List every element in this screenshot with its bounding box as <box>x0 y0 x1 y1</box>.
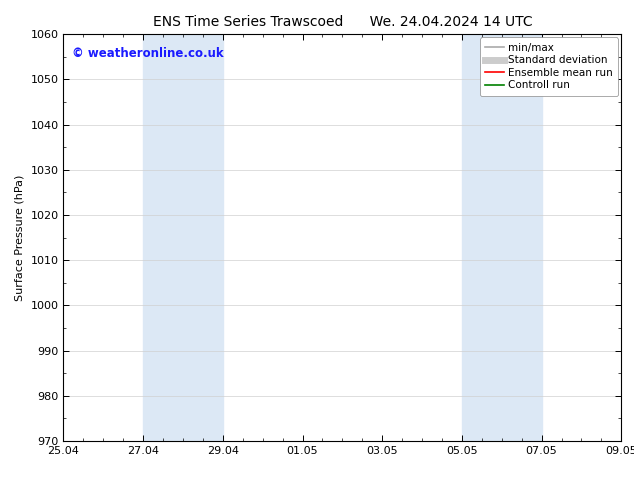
Text: © weatheronline.co.uk: © weatheronline.co.uk <box>72 47 223 59</box>
Title: ENS Time Series Trawscoed      We. 24.04.2024 14 UTC: ENS Time Series Trawscoed We. 24.04.2024… <box>153 15 532 29</box>
Bar <box>462 34 541 441</box>
Bar <box>143 34 223 441</box>
Legend: min/max, Standard deviation, Ensemble mean run, Controll run: min/max, Standard deviation, Ensemble me… <box>480 37 618 96</box>
Y-axis label: Surface Pressure (hPa): Surface Pressure (hPa) <box>15 174 25 301</box>
